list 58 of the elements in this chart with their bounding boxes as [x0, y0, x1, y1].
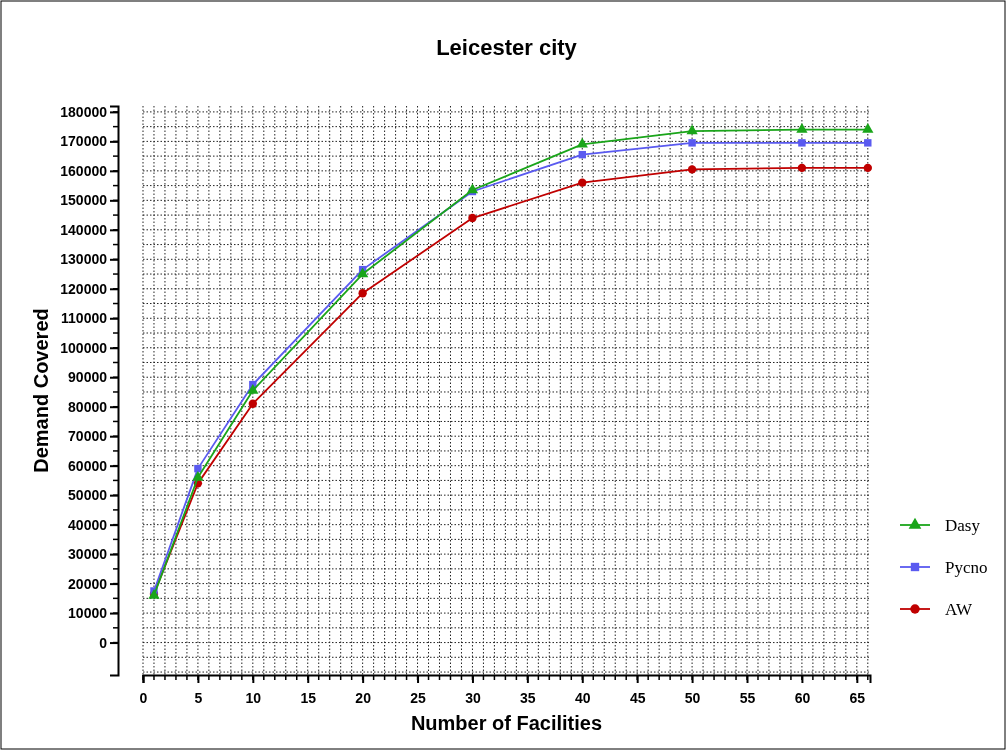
x-tick-label: 40	[574, 689, 591, 706]
y-tick-label: 10000	[68, 605, 108, 622]
point	[862, 123, 874, 133]
legend-label: AW	[945, 600, 973, 619]
x-tick-label: 30	[465, 689, 481, 706]
point	[863, 163, 872, 173]
point	[686, 124, 698, 135]
y-tick-label: 150000	[60, 192, 108, 209]
point	[796, 123, 808, 133]
legend-label: Dasy	[945, 516, 981, 535]
y-tick-label: 70000	[68, 428, 108, 445]
y-axis-title: Demand Covered	[30, 308, 52, 473]
x-axis-title: Number of Facilities	[410, 712, 603, 734]
point	[798, 139, 806, 147]
point	[864, 139, 872, 147]
point	[194, 464, 202, 473]
point	[358, 289, 367, 298]
x-tick-label: 60	[794, 689, 811, 706]
x-tick-label: 20	[355, 689, 372, 706]
x-tick-label: 45	[629, 689, 646, 706]
x-tick-label: 25	[410, 689, 427, 706]
x-tick-label: 10	[245, 689, 262, 706]
point	[468, 213, 477, 223]
point	[466, 183, 479, 194]
y-tick-label: 140000	[60, 221, 108, 238]
y-tick-label: 180000	[60, 103, 108, 120]
x-tick-label: 35	[520, 689, 536, 706]
point	[192, 470, 204, 481]
point	[687, 165, 697, 174]
y-tick-label: 130000	[60, 251, 108, 268]
point	[578, 178, 587, 187]
point	[576, 137, 588, 148]
y-tick-label: 50000	[68, 487, 108, 504]
x-tick-label: 0	[139, 689, 148, 706]
point	[248, 399, 257, 408]
x-tick-label: 65	[849, 689, 866, 706]
point	[247, 383, 259, 394]
x-tick-label: 15	[300, 689, 317, 706]
y-tick-label: 20000	[68, 575, 108, 592]
y-tick-label: 100000	[60, 339, 108, 356]
y-tick-label: 120000	[60, 280, 108, 297]
point	[688, 139, 696, 147]
point	[357, 267, 369, 278]
chart-title: Leicester city	[436, 35, 578, 60]
y-tick-label: 80000	[68, 398, 108, 415]
y-tick-label: 160000	[60, 162, 108, 179]
y-tick-label: 40000	[68, 516, 108, 533]
y-tick-label: 170000	[60, 133, 108, 150]
y-tick-label: 30000	[68, 546, 108, 563]
point	[797, 163, 807, 173]
legend-label: Pycno	[945, 558, 988, 577]
y-tick-label: 90000	[68, 369, 108, 386]
y-tick-label: 60000	[68, 457, 108, 474]
x-tick-label: 5	[194, 689, 203, 706]
y-tick-label: 0	[99, 634, 108, 651]
x-tick-label: 55	[739, 689, 756, 706]
y-tick-label: 110000	[61, 310, 108, 327]
x-tick-label: 50	[684, 689, 701, 706]
